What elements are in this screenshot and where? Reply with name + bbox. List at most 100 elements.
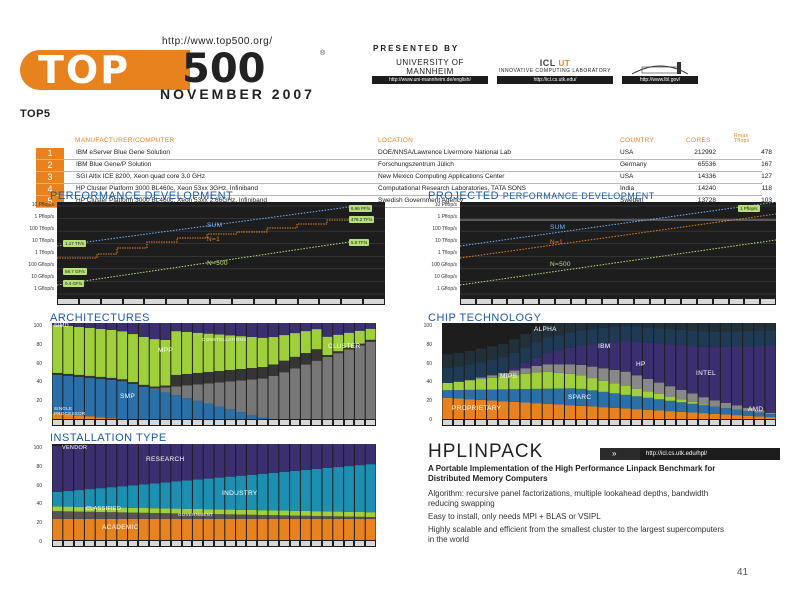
arch-title: ARCHITECTURES — [50, 312, 151, 324]
cell-computer: IBM eServer Blue Gene Solution — [76, 149, 170, 156]
proj-title: PROJECTED PERFORMANCE DEVELOPMENT — [428, 190, 655, 202]
bar-classified — [225, 514, 236, 519]
x-tick-box — [107, 420, 116, 425]
bar-cluster — [333, 353, 344, 419]
bar-classified — [74, 511, 84, 519]
bar-mpp — [95, 328, 106, 377]
bar-hp — [509, 370, 520, 376]
x-tick-box — [236, 420, 246, 425]
y-tick-label: 80 — [426, 341, 432, 348]
bar-proprietary — [475, 399, 487, 419]
bar-smp — [117, 381, 128, 419]
bar-simd — [63, 323, 74, 326]
bar-mpp — [128, 334, 138, 383]
bar-mpp — [322, 336, 333, 356]
registered-mark: ® — [320, 50, 326, 57]
label-academic: ACADEMIC — [102, 524, 139, 531]
bar-academic — [149, 518, 160, 540]
bar-research — [138, 444, 149, 485]
table-row: 2 IBM Blue Gene/P Solution Forschungszentr… — [36, 160, 772, 172]
cell-rmax: 118 — [761, 185, 772, 192]
bar-simd — [52, 323, 63, 325]
sponsor-url[interactable]: http://www.uni-mannheim.de/english/ — [372, 76, 488, 84]
cell-rmax: 103 — [761, 197, 772, 204]
bar-sparc — [553, 388, 564, 405]
bar-sparc — [720, 408, 731, 415]
bar-intel — [654, 343, 665, 383]
y-tick-label: 1 Pflop/s — [437, 214, 457, 220]
bar-sparc — [498, 389, 509, 402]
x-tick-box — [150, 420, 159, 425]
bar-proprietary — [720, 414, 731, 419]
y-tick-label: 60 — [36, 360, 42, 367]
table-row: 1 IBM eServer Blue Gene Solution DOE/NNSA/… — [36, 148, 772, 160]
x-tick-box — [320, 299, 341, 304]
bar-sparc — [620, 394, 631, 409]
bar-mips — [542, 371, 553, 389]
bar-ibm — [509, 352, 520, 369]
bar-ibm — [620, 325, 631, 342]
hplinpack-link[interactable]: » http://icl.cs.utk.edu/hpl/ — [600, 448, 780, 460]
bar-vendor — [74, 444, 84, 446]
x-tick-box — [139, 541, 149, 546]
bar-alpha — [576, 323, 587, 331]
bar-research — [84, 445, 95, 490]
bar-smp — [95, 378, 106, 418]
x-tick-box — [364, 299, 384, 304]
hplinpack-url[interactable]: http://icl.cs.utk.edu/hpl/ — [646, 451, 708, 457]
bar-research — [225, 444, 236, 477]
x-tick-box — [150, 541, 159, 546]
bar-classified — [268, 515, 279, 519]
bar-proprietary — [731, 415, 743, 419]
bar-vendor — [52, 444, 63, 446]
bar-research — [106, 444, 117, 488]
y-tick-label: 10 Pflop/s — [31, 202, 54, 208]
label-constellations: CONSTELLATIONS — [202, 337, 247, 342]
label-classified: CLASSIFIED — [86, 506, 122, 512]
sponsor-name: ICL UT INNOVATIVE COMPUTING LABORATORY — [497, 58, 613, 74]
bar-simd — [128, 323, 138, 335]
x-tick-box — [301, 420, 311, 425]
y-tick-label: 100 — [423, 323, 432, 329]
arch-chart: SIMD MPP SMP CONSTELLATIONS CLUSTER SING… — [52, 323, 376, 419]
bar-ibm — [531, 342, 542, 358]
bar-mpp — [290, 333, 300, 357]
bar-proprietary — [698, 413, 709, 419]
x-tick-box — [276, 299, 297, 304]
bar-industry — [268, 472, 279, 511]
bar-academic — [225, 518, 236, 540]
bar-mpp — [333, 334, 344, 352]
bar-classified — [52, 511, 63, 519]
sponsor-url[interactable]: http://www.lbl.gov/ — [622, 76, 698, 84]
bar-government — [106, 507, 117, 513]
bar-cluster — [344, 349, 354, 419]
bar-single — [95, 417, 106, 419]
cell-location: DOE/NNSA/Lawrence Livermore National Lab — [378, 149, 511, 156]
bar-classified — [257, 514, 268, 519]
bar-intel — [509, 368, 520, 371]
x-tick-box — [610, 420, 620, 425]
bar-sparc — [709, 406, 720, 414]
bar-mips — [676, 399, 687, 403]
bar-single — [63, 414, 74, 419]
bar-proprietary — [631, 409, 642, 419]
bar-smp — [106, 379, 117, 419]
bar-proprietary — [709, 413, 720, 419]
x-tick-box — [576, 420, 586, 425]
cell-rmax: 127 — [761, 173, 772, 180]
logo-top-text: TOP — [38, 48, 131, 92]
bar-intel — [620, 341, 631, 372]
x-tick-box — [555, 299, 570, 304]
bar-industry — [344, 466, 354, 512]
x-tick-box — [571, 299, 586, 304]
bar-mpp — [74, 326, 84, 375]
bar-hp — [542, 364, 553, 372]
bar-academic — [257, 518, 268, 540]
bar-research — [300, 444, 311, 470]
y-tick-label: 60 — [36, 482, 42, 489]
bar-academic — [236, 518, 246, 540]
bar-mpp — [365, 328, 376, 340]
cell-country: India — [620, 185, 635, 192]
bar-academic — [333, 518, 344, 540]
sponsor-url[interactable]: http://icl.cs.utk.edu/ — [497, 76, 613, 84]
